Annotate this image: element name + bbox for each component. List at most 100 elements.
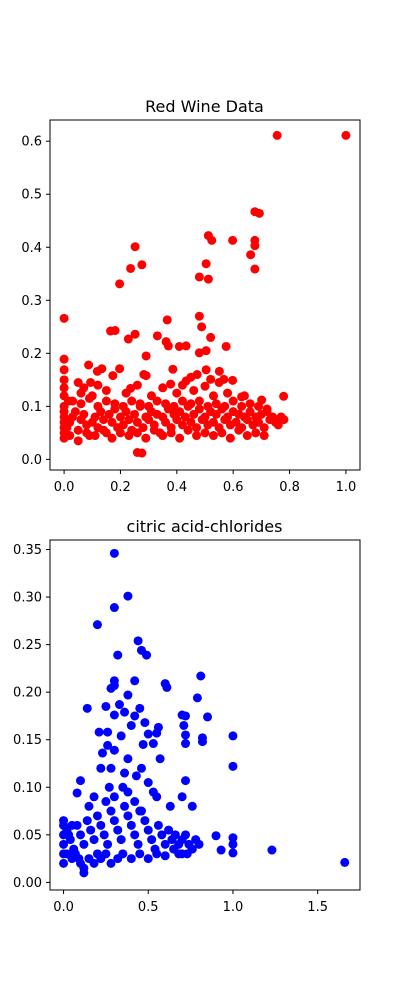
x-tick-label: 0.5 bbox=[138, 900, 159, 915]
scatter-point bbox=[182, 849, 192, 859]
scatter-point bbox=[113, 650, 123, 660]
scatter-point bbox=[223, 388, 233, 398]
points-group bbox=[59, 130, 351, 458]
scatter-point bbox=[135, 806, 145, 816]
scatter-point bbox=[132, 380, 142, 390]
scatter-point bbox=[143, 854, 153, 864]
scatter-point bbox=[135, 849, 145, 859]
scatter-point bbox=[221, 341, 231, 351]
scatter-point bbox=[76, 399, 86, 409]
scatter-point bbox=[101, 385, 111, 395]
scatter-point bbox=[79, 383, 89, 393]
scatter-point bbox=[103, 727, 113, 737]
scatter-point bbox=[87, 391, 97, 401]
scatter-point bbox=[197, 737, 207, 747]
scatter-point bbox=[109, 710, 119, 720]
scatter-point bbox=[245, 399, 255, 409]
scatter-point bbox=[272, 130, 282, 140]
scatter-point bbox=[115, 279, 125, 289]
scatter-point bbox=[130, 830, 140, 840]
scatter-point bbox=[92, 811, 102, 821]
scatter-point bbox=[74, 854, 84, 864]
scatter-point bbox=[103, 740, 113, 750]
scatter-point bbox=[121, 388, 131, 398]
scatter-point bbox=[228, 833, 238, 843]
scatter-point bbox=[194, 272, 204, 282]
scatter-point bbox=[109, 792, 119, 802]
scatter-point bbox=[79, 839, 89, 849]
scatter-point bbox=[115, 428, 125, 438]
scatter-point bbox=[216, 845, 226, 855]
scatter-point bbox=[157, 830, 167, 840]
scatter-point bbox=[158, 431, 168, 441]
scatter-point bbox=[90, 431, 100, 441]
scatter-point bbox=[146, 391, 156, 401]
scatter-point bbox=[172, 415, 182, 425]
y-tick-label: 0.05 bbox=[13, 828, 42, 843]
scatter-point bbox=[107, 433, 117, 443]
y-tick-label: 0.10 bbox=[13, 781, 42, 796]
scatter-point bbox=[130, 676, 140, 686]
scatter-point bbox=[181, 341, 191, 351]
scatter-point bbox=[84, 801, 94, 811]
scatter-point bbox=[99, 415, 109, 425]
scatter-point bbox=[86, 378, 96, 387]
scatter-point bbox=[89, 792, 99, 802]
x-tick-label: 0.6 bbox=[223, 480, 244, 495]
scatter-point bbox=[181, 776, 191, 786]
scatter-point bbox=[123, 690, 133, 700]
scatter-point bbox=[59, 313, 69, 323]
scatter-point bbox=[228, 761, 238, 771]
scatter-point bbox=[115, 412, 125, 422]
scatter-point bbox=[144, 415, 154, 425]
scatter-point bbox=[179, 720, 189, 730]
scatter-point bbox=[118, 782, 128, 792]
scatter-point bbox=[136, 763, 146, 773]
scatter-point bbox=[143, 729, 153, 739]
scatter-point bbox=[127, 396, 137, 406]
scatter-point bbox=[206, 374, 216, 384]
y-tick-label: 0.30 bbox=[13, 591, 42, 606]
scatter-point bbox=[223, 412, 233, 422]
scatter-point bbox=[217, 428, 227, 438]
scatter-point bbox=[254, 208, 264, 218]
scatter-point bbox=[214, 378, 224, 387]
scatter-point bbox=[250, 241, 260, 251]
scatter-point bbox=[130, 797, 140, 807]
scatter-point bbox=[59, 383, 69, 393]
scatter-point bbox=[164, 825, 174, 835]
scatter-point bbox=[86, 825, 96, 835]
scatter-point bbox=[138, 739, 148, 749]
scatter-point bbox=[340, 857, 350, 867]
scatter-point bbox=[126, 854, 136, 864]
scatter-point bbox=[211, 399, 221, 409]
scatter-point bbox=[143, 825, 153, 835]
scatter-point bbox=[228, 375, 238, 385]
scatter-point bbox=[75, 830, 85, 840]
scatter-point bbox=[201, 259, 211, 269]
scatter-point bbox=[162, 315, 172, 325]
x-tick-label: 0.2 bbox=[110, 480, 131, 495]
y-tick-label: 0.15 bbox=[13, 733, 42, 748]
scatter-point bbox=[228, 235, 238, 245]
scatter-point bbox=[200, 381, 210, 391]
scatter-point bbox=[92, 366, 102, 376]
scatter-point bbox=[141, 371, 151, 381]
y-tick-label: 0.35 bbox=[13, 543, 42, 558]
scatter-point bbox=[120, 801, 130, 811]
scatter-point bbox=[192, 423, 202, 433]
scatter-point bbox=[169, 401, 179, 411]
scatter-point bbox=[194, 348, 204, 358]
scatter-point bbox=[59, 423, 69, 433]
scatter-point bbox=[152, 331, 162, 341]
scatter-point bbox=[194, 839, 204, 849]
scatter-point bbox=[170, 830, 180, 840]
scatter-point bbox=[132, 417, 142, 427]
scatter-point bbox=[186, 399, 196, 409]
scatter-point bbox=[201, 346, 211, 356]
scatter-point bbox=[89, 858, 99, 868]
scatter-point bbox=[120, 768, 130, 778]
scatter-point bbox=[94, 727, 104, 737]
scatter-point bbox=[107, 417, 117, 427]
